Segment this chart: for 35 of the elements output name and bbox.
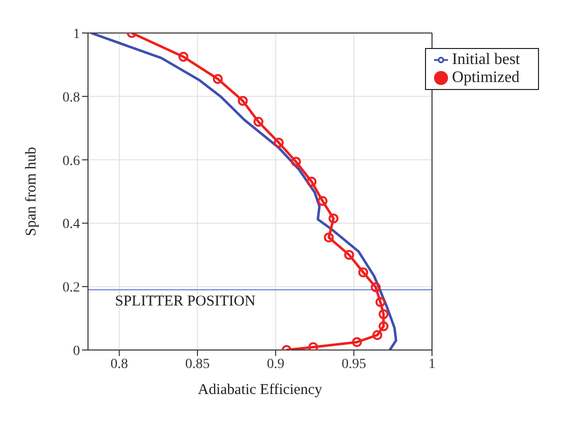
point (290, 156, 301, 167)
y-axis-title: Span from hub (23, 146, 40, 236)
legend-label: Initial best (452, 51, 520, 68)
y-tick-label: 0.4 (62, 217, 80, 232)
y-tick-label: 0.8 (62, 90, 80, 106)
x-tick-label: 0.95 (342, 356, 366, 372)
y-tick-label: 0 (73, 344, 80, 359)
point (370, 282, 381, 292)
x-tick-label: 0.9 (266, 356, 284, 372)
point (344, 250, 354, 260)
point (375, 297, 386, 308)
x-tick-label: 0.8 (110, 356, 128, 372)
point (318, 196, 328, 206)
x-tick-label: 0.85 (185, 356, 210, 372)
ref-line-label: SPLITTER POSITION (115, 293, 256, 310)
point (253, 116, 264, 127)
point (274, 138, 284, 148)
legend-label: Optimized (452, 69, 520, 86)
y-tick-label: 0.2 (62, 280, 80, 296)
x-axis-title: Adiabatic Efficiency (198, 382, 323, 398)
point (378, 321, 389, 332)
point (358, 267, 368, 278)
point (308, 342, 318, 350)
point (178, 52, 188, 62)
point (352, 337, 362, 348)
point (306, 176, 317, 187)
point (324, 232, 334, 242)
point (378, 309, 389, 320)
point (238, 96, 248, 106)
point (212, 74, 223, 84)
x-tick-label: 1 (428, 356, 436, 372)
point (328, 213, 338, 224)
y-tick-label: 1 (73, 26, 80, 42)
point (372, 330, 382, 340)
y-tick-label: 0.6 (62, 154, 80, 169)
